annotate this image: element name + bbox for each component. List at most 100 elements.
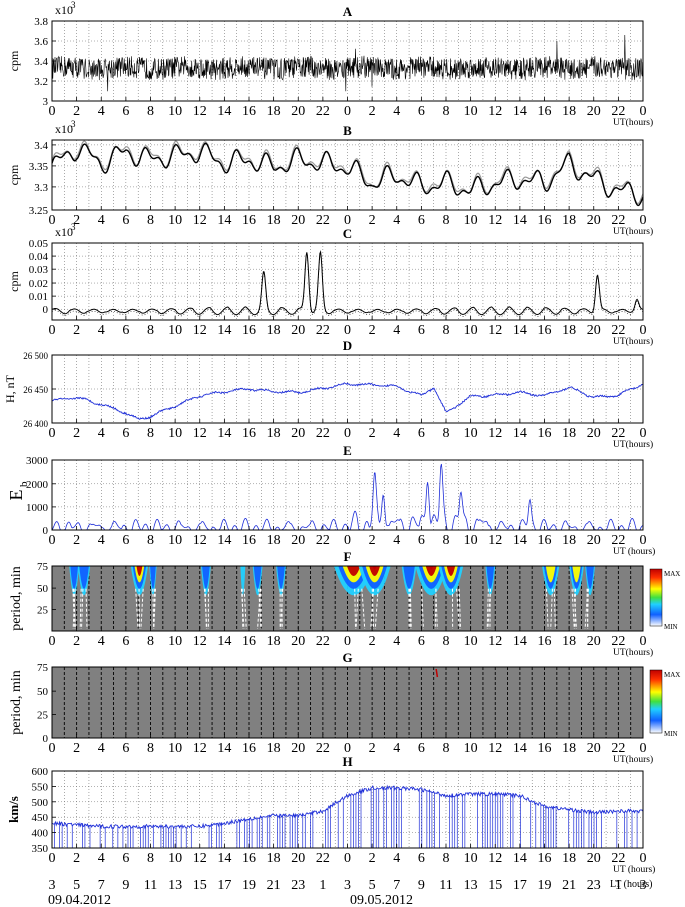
- x-tick-label: 12: [193, 533, 207, 548]
- y-tick-label: 3.4: [34, 56, 48, 68]
- x-tick-label: 10: [464, 323, 478, 338]
- svg-text:cpm: cpm: [7, 50, 21, 71]
- x-tick-label: 8: [443, 323, 450, 338]
- x-tick-label: 6: [418, 323, 425, 338]
- x-tick-label: 0: [49, 213, 56, 228]
- y-tick-label: 3000: [26, 455, 49, 467]
- y-tick-label: 75: [37, 561, 49, 573]
- y-axis-label: period, min: [9, 670, 24, 735]
- x-tick-label: 2: [369, 741, 376, 756]
- x-tick-label: 22: [611, 104, 625, 119]
- y-axis-label: cpm: [7, 50, 21, 71]
- colorbar: MAX MIN: [649, 669, 680, 738]
- x-tick-label: 18: [562, 213, 576, 228]
- lt-tick-label: 5: [369, 878, 376, 893]
- x-tick-label: 12: [488, 213, 502, 228]
- x-tick-label: 10: [464, 634, 478, 649]
- x-tick-label: 6: [122, 426, 129, 441]
- lt-tick-label: 15: [193, 878, 207, 893]
- spectral-blob: [149, 566, 157, 630]
- x-tick-label: 18: [562, 104, 576, 119]
- x-tick-label: 0: [640, 533, 647, 548]
- x-tick-label: 18: [267, 323, 281, 338]
- x-tick-label: 12: [193, 213, 207, 228]
- x-tick-label: 22: [611, 533, 625, 548]
- colorbar-min-label: MIN: [664, 730, 678, 738]
- lt-axis-label: LT (hours): [610, 879, 653, 890]
- x-axis-unit: UT(hours): [613, 117, 653, 128]
- x-tick-label: 6: [418, 741, 425, 756]
- x-tick-label: 2: [73, 533, 80, 548]
- x-axis-unit: UT(hours): [613, 226, 653, 237]
- x-tick-label: 0: [640, 634, 647, 649]
- x-tick-label: 16: [242, 741, 256, 756]
- x-tick-label: 16: [242, 851, 256, 866]
- y-tick-label: 3.25: [29, 205, 49, 217]
- axis-multiplier: x10: [55, 3, 73, 17]
- x-tick-label: 8: [147, 634, 154, 649]
- x-tick-label: 8: [147, 426, 154, 441]
- x-tick-label: 2: [73, 323, 80, 338]
- axis-multiplier: x10: [55, 225, 73, 239]
- x-tick-label: 20: [291, 213, 305, 228]
- x-tick-label: 22: [316, 213, 330, 228]
- x-tick-label: 12: [488, 426, 502, 441]
- x-tick-label: 0: [49, 741, 56, 756]
- x-tick-label: 20: [587, 634, 601, 649]
- x-tick-label: 16: [538, 213, 552, 228]
- x-tick-label: 8: [147, 741, 154, 756]
- x-tick-label: 4: [393, 426, 400, 441]
- lt-tick-label: 11: [144, 878, 157, 893]
- x-tick-label: 14: [217, 533, 231, 548]
- series-line-a: [51, 34, 644, 92]
- spectral-blob: [276, 566, 286, 630]
- y-tick-label: 3.35: [29, 161, 49, 173]
- x-tick-label: 14: [513, 104, 527, 119]
- spectral-blob: [240, 566, 247, 630]
- x-tick-label: 20: [291, 426, 305, 441]
- lt-tick-label: 3: [344, 878, 351, 893]
- x-tick-label: 10: [168, 634, 182, 649]
- x-tick-label: 22: [316, 426, 330, 441]
- x-tick-label: 18: [267, 741, 281, 756]
- gap-lines: [54, 786, 638, 848]
- x-tick-label: 2: [73, 741, 80, 756]
- x-tick-label: 18: [562, 741, 576, 756]
- x-tick-label: 8: [147, 323, 154, 338]
- axis-exponent: 3: [71, 119, 76, 129]
- x-tick-label: 12: [193, 851, 207, 866]
- y-axis-label: Eb: [6, 481, 30, 501]
- y-tick-label: 550: [32, 781, 49, 793]
- x-tick-label: 12: [488, 323, 502, 338]
- x-tick-label: 0: [344, 634, 351, 649]
- x-tick-label: 12: [488, 533, 502, 548]
- x-tick-label: 8: [147, 851, 154, 866]
- x-axis-unit: UT(hours): [613, 754, 653, 765]
- y-axis-label: cpm: [7, 271, 21, 292]
- y-axis-label: period, min: [9, 566, 24, 631]
- y-tick-label: 26 500: [23, 351, 48, 361]
- x-tick-label: 16: [538, 634, 552, 649]
- colorbar-min-label: MIN: [664, 623, 678, 631]
- lt-tick-label: 23: [587, 878, 601, 893]
- x-tick-label: 14: [513, 851, 527, 866]
- x-tick-label: 14: [513, 533, 527, 548]
- x-tick-label: 6: [122, 851, 129, 866]
- x-tick-label: 22: [316, 533, 330, 548]
- spectral-blob: [438, 566, 464, 630]
- x-tick-label: 22: [316, 741, 330, 756]
- x-tick-label: 10: [168, 426, 182, 441]
- spectral-blob: [77, 566, 91, 630]
- x-tick-label: 10: [464, 741, 478, 756]
- x-tick-label: 18: [267, 634, 281, 649]
- spectral-blob: [130, 566, 149, 630]
- x-tick-label: 0: [344, 426, 351, 441]
- x-tick-label: 6: [418, 851, 425, 866]
- y-tick-label: 3.6: [34, 36, 48, 48]
- x-tick-label: 6: [122, 634, 129, 649]
- x-tick-label: 2: [369, 323, 376, 338]
- x-tick-label: 0: [640, 213, 647, 228]
- lt-tick-label: 13: [464, 878, 478, 893]
- x-tick-label: 10: [464, 426, 478, 441]
